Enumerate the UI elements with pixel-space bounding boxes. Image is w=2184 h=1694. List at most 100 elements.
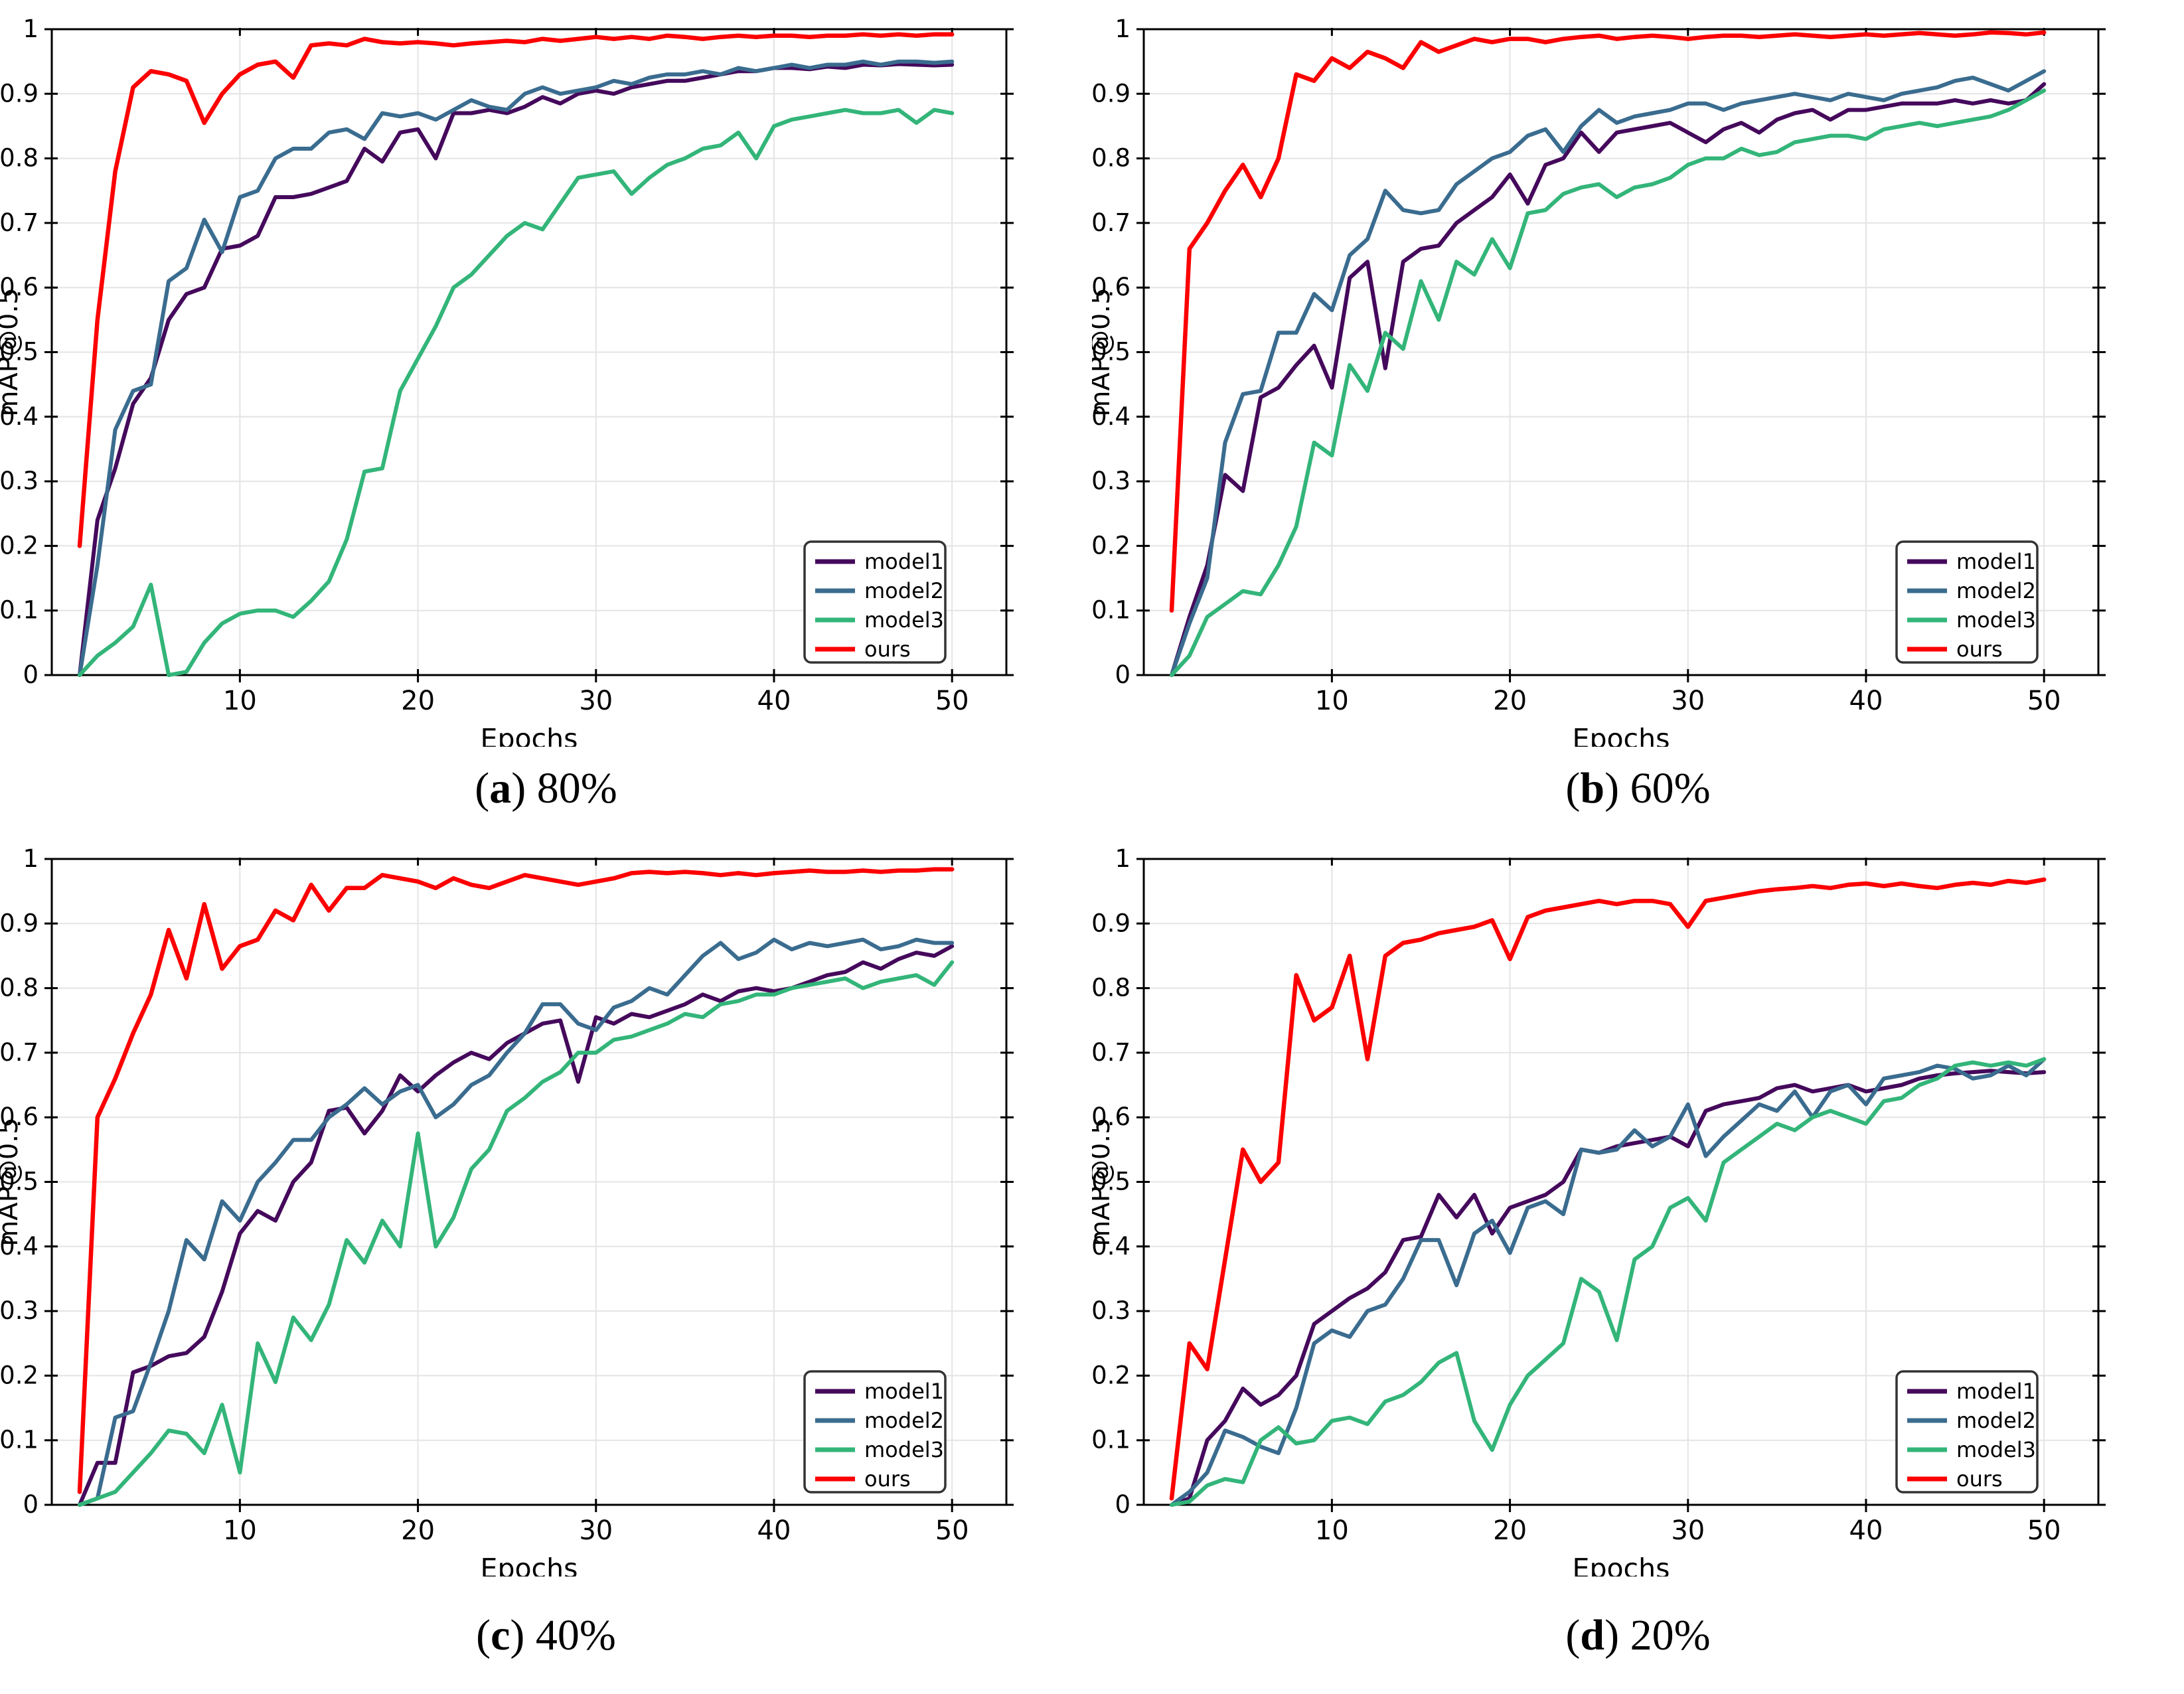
chart-line-model2: [78, 937, 955, 1507]
y-tick-label: 0.8: [1092, 144, 1131, 173]
y-tick-label: 0.3: [0, 467, 39, 495]
y-tick-label: 0.8: [0, 144, 39, 173]
y-tick-label: 0.9: [0, 79, 39, 108]
y-tick-label: 0.6: [0, 1103, 39, 1131]
y-tick-label: 0.2: [0, 531, 39, 560]
caption-d-value: 20%: [1630, 1610, 1711, 1659]
y-tick-label: 0.7: [0, 208, 39, 237]
x-tick-label: 50: [935, 1515, 969, 1546]
y-tick-label: 0.3: [1092, 1296, 1131, 1325]
y-axis-label: mAP@0.5: [1092, 287, 1116, 416]
y-tick-label: 0.5: [0, 1168, 39, 1196]
y-tick-label: 1: [1115, 844, 1131, 873]
x-axis-label: Epochs: [481, 723, 578, 747]
chart-line-ours: [77, 32, 955, 548]
caption-d: (d) 20%: [1092, 1577, 2184, 1694]
legend-label-ours: ours: [864, 1466, 911, 1492]
legend-label-model3: model3: [864, 607, 944, 633]
y-tick-label: 1: [1115, 15, 1131, 43]
x-tick-label: 50: [2027, 1515, 2061, 1546]
y-axis-label: mAP@0.5: [1092, 1117, 1116, 1246]
y-tick-label: 0.2: [1092, 531, 1131, 560]
x-tick-label: 20: [1493, 686, 1527, 716]
chart-line-ours: [1169, 30, 2047, 613]
y-tick-label: 0: [1115, 1490, 1131, 1519]
chart-line-model2: [78, 59, 955, 677]
caption-a: (a) 80%: [0, 747, 1092, 830]
legend-label-model2: model2: [1956, 578, 2036, 603]
legend-label-model1: model1: [1956, 549, 2036, 574]
x-tick-label: 20: [1493, 1515, 1527, 1546]
chart-c-map-curves: 10 20 30 40 50 0 0.1 0.2 0.3 0.4 0.5 0.6 0.7 0.8 0.9 1 E…: [0, 844, 1014, 1577]
x-tick-label: 20: [401, 1515, 435, 1546]
y-tick-label: 0.6: [0, 273, 39, 301]
y-tick-label: 0.4: [1092, 1232, 1131, 1261]
chart-line-model3: [78, 108, 955, 677]
chart-cell-d: 10 20 30 40 50 0 0.1 0.2 0.3 0.4 0.5 0.6 0.7 0.8 0.9 1 E…: [1092, 830, 2184, 1577]
y-axis-label: mAP@0.5: [0, 287, 24, 416]
chart-line-ours: [1169, 877, 2047, 1501]
x-tick-label: 30: [579, 1515, 613, 1546]
x-axis-label: Epochs: [1573, 723, 1670, 747]
x-tick-label: 40: [757, 686, 791, 716]
legend-box: [1895, 1370, 2039, 1494]
y-tick-label: 0.9: [1092, 909, 1131, 937]
x-tick-label: 50: [935, 686, 969, 716]
caption-a-paren-close: ): [511, 763, 537, 812]
y-tick-label: 0.2: [0, 1361, 39, 1389]
legend-label-model3: model3: [1956, 607, 2036, 633]
x-tick-label: 40: [757, 1515, 791, 1546]
x-tick-label: 20: [401, 686, 435, 716]
chart-line-model1: [78, 944, 955, 1507]
y-tick-label: 0.2: [1092, 1361, 1131, 1389]
x-tick-label: 10: [1315, 1515, 1349, 1546]
y-tick-label: 0.7: [0, 1038, 39, 1067]
caption-c-letter: c: [491, 1610, 510, 1659]
caption-c: (c) 40%: [0, 1577, 1092, 1694]
x-tick-label: 10: [1315, 686, 1349, 716]
y-tick-label: 0: [23, 660, 39, 689]
legend-label-model2: model2: [1956, 1408, 2036, 1433]
chart-line-model3: [1170, 88, 2047, 677]
y-tick-label: 0.8: [1092, 974, 1131, 1002]
y-tick-label: 0.5: [1092, 338, 1131, 366]
caption-c-paren-open: (: [476, 1610, 491, 1659]
legend-label-model3: model3: [864, 1437, 944, 1462]
caption-b-paren-close: ): [1604, 763, 1630, 812]
chart-a-map-curves: 10 20 30 40 50 0 0.1 0.2 0.3 0.4 0.5 0.6 0.7 0.8 0.9 1 E…: [0, 15, 1014, 747]
x-tick-label: 10: [223, 1515, 257, 1546]
y-tick-label: 0.1: [1092, 596, 1131, 625]
y-tick-label: 1: [23, 15, 39, 43]
caption-b-paren-open: (: [1565, 763, 1581, 812]
legend-box: [803, 540, 947, 664]
y-tick-label: 0: [23, 1490, 39, 1519]
chart-cell-c: 10 20 30 40 50 0 0.1 0.2 0.3 0.4 0.5 0.6 0.7 0.8 0.9 1 E…: [0, 830, 1092, 1577]
y-tick-label: 0.5: [1092, 1168, 1131, 1196]
y-tick-label: 0.9: [1092, 79, 1131, 108]
y-tick-label: 0.5: [0, 338, 39, 366]
y-tick-label: 0.3: [0, 1296, 39, 1325]
caption-a-paren-open: (: [475, 763, 490, 812]
y-tick-label: 0.1: [1092, 1426, 1131, 1454]
legend-label-model1: model1: [864, 549, 944, 574]
x-tick-label: 10: [223, 686, 257, 716]
legend-label-model1: model1: [864, 1379, 944, 1404]
x-tick-label: 50: [2027, 686, 2061, 716]
legend-box: [1895, 540, 2039, 664]
caption-b-value: 60%: [1630, 763, 1711, 812]
y-tick-label: 0.1: [0, 1426, 39, 1454]
y-tick-label: 0.4: [0, 402, 39, 431]
y-tick-label: 0: [1115, 660, 1131, 689]
y-tick-label: 0.8: [0, 974, 39, 1002]
legend-label-model3: model3: [1956, 1437, 2036, 1462]
y-tick-label: 0.4: [0, 1232, 39, 1261]
caption-a-letter: a: [489, 763, 512, 812]
y-tick-label: 0.1: [0, 596, 39, 625]
chart-cell-a: 10 20 30 40 50 0 0.1 0.2 0.3 0.4 0.5 0.6 0.7 0.8 0.9 1 E…: [0, 0, 1092, 747]
legend-label-model2: model2: [864, 1408, 944, 1433]
legend-box: [803, 1370, 947, 1494]
y-tick-label: 1: [23, 844, 39, 873]
chart-cell-b: 10 20 30 40 50 0 0.1 0.2 0.3 0.4 0.5 0.6 0.7 0.8 0.9 1 E…: [1092, 0, 2184, 747]
x-tick-label: 30: [1671, 686, 1705, 716]
